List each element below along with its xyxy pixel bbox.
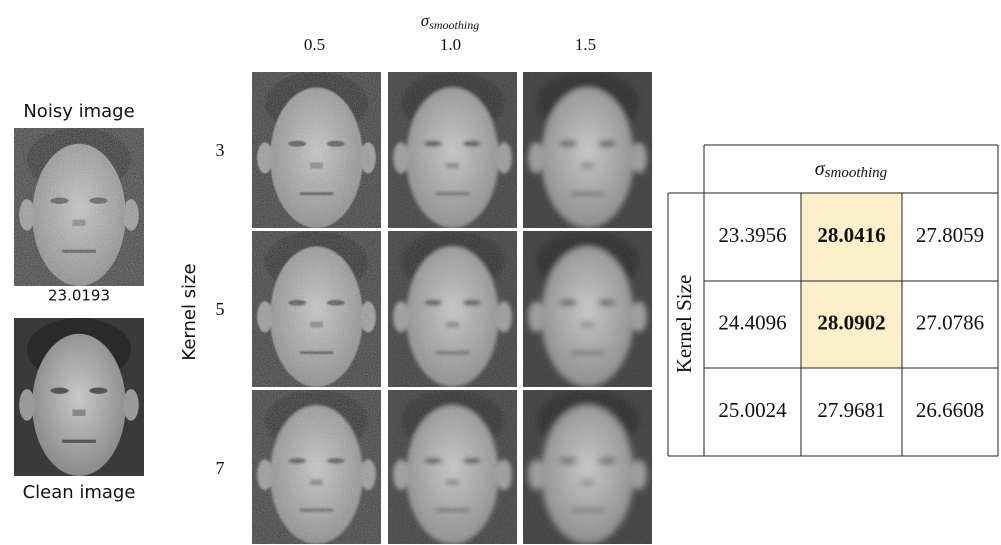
face-image	[252, 390, 381, 544]
column-label: 1.5	[575, 35, 596, 54]
table-header: σsmoothing	[815, 158, 888, 182]
face	[388, 72, 517, 228]
face-image	[388, 72, 517, 228]
table-cell: 28.0902	[817, 310, 885, 334]
face	[388, 390, 517, 544]
noise	[14, 128, 144, 286]
table-cell: 23.3956	[718, 223, 786, 247]
table-cell: 25.0024	[718, 398, 787, 422]
noise	[252, 390, 381, 544]
face	[252, 72, 381, 228]
table-cell: 28.0416	[817, 223, 885, 247]
table-cell: 27.0786	[916, 310, 984, 334]
ear	[19, 389, 35, 421]
ear	[123, 389, 139, 421]
row-axis-label: Kernel size	[179, 263, 200, 360]
head	[32, 334, 126, 476]
face	[388, 231, 517, 387]
face	[523, 390, 652, 544]
face	[14, 318, 144, 476]
noise	[388, 390, 517, 544]
table-row-axis: Kernel Size	[672, 275, 696, 374]
column-label: 0.5	[304, 35, 325, 54]
face	[523, 231, 652, 387]
noise	[523, 72, 652, 228]
face-image	[252, 72, 381, 228]
eye	[89, 388, 107, 394]
face	[523, 72, 652, 228]
row-label: 7	[216, 458, 225, 478]
clean-label: Clean image	[23, 482, 136, 503]
face-image	[14, 318, 144, 476]
face-image	[14, 128, 144, 286]
results-table: 23.3956 28.0416 27.8059 24.4096 28.0902 27.07…	[668, 145, 998, 456]
noise	[523, 231, 652, 387]
eye	[50, 388, 68, 394]
face	[252, 390, 381, 544]
noise	[252, 231, 381, 387]
col-axis-label: σsmoothing	[421, 11, 479, 32]
figure: Noisy image 23.0193 Clean image σsmoothi…	[0, 0, 1001, 545]
column-label: 1.0	[440, 35, 461, 54]
face-image	[523, 390, 652, 544]
row-label: 5	[216, 299, 225, 319]
face-image	[388, 231, 517, 387]
subscript: smoothing	[825, 165, 888, 181]
table-cell: 27.8059	[916, 223, 984, 247]
mouth	[62, 440, 96, 443]
nose	[73, 410, 86, 416]
face	[252, 231, 381, 387]
face-image	[252, 231, 381, 387]
table-cell: 26.6608	[916, 398, 984, 422]
noise	[388, 231, 517, 387]
noisy-label: Noisy image	[23, 101, 134, 122]
noise	[523, 390, 652, 544]
face-image	[388, 390, 517, 544]
face-image	[523, 72, 652, 228]
face	[14, 128, 144, 286]
face-images	[14, 72, 652, 544]
row-label: 3	[216, 140, 225, 160]
table-cell: 27.9681	[817, 398, 885, 422]
subscript: smoothing	[429, 18, 479, 32]
noisy-psnr: 23.0193	[48, 287, 110, 305]
table-cell: 24.4096	[718, 310, 786, 334]
noise	[252, 72, 381, 228]
noise	[388, 72, 517, 228]
face-image	[523, 231, 652, 387]
